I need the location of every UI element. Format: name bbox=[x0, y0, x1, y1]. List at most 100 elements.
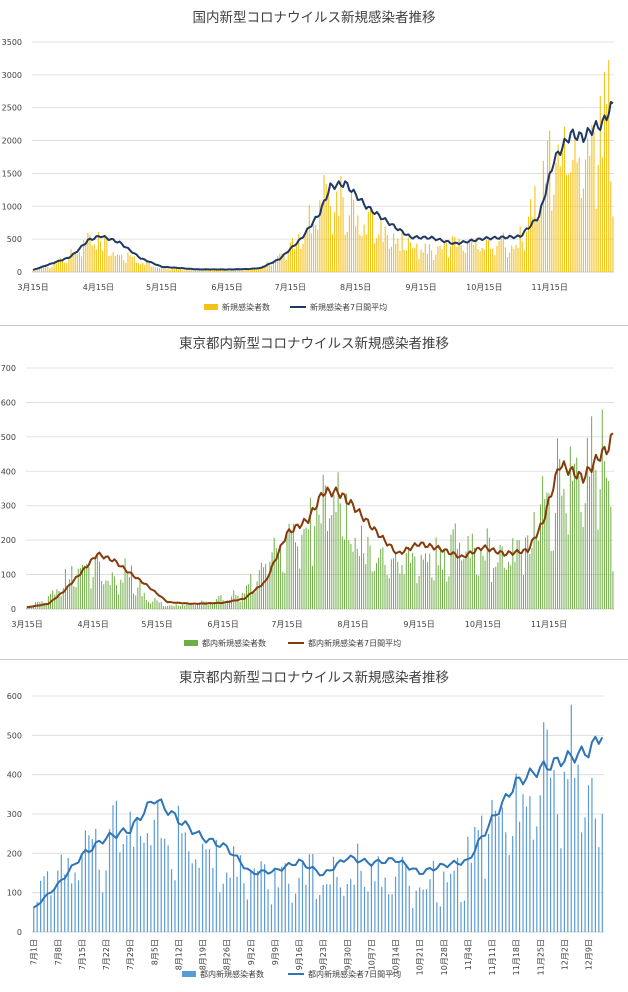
bar bbox=[555, 162, 557, 272]
bar bbox=[361, 236, 363, 272]
bar bbox=[601, 409, 603, 609]
bar bbox=[412, 907, 414, 932]
bar bbox=[239, 601, 241, 609]
bar bbox=[112, 805, 114, 932]
bar bbox=[98, 869, 100, 932]
bar bbox=[538, 219, 540, 272]
bar bbox=[152, 266, 154, 272]
bar bbox=[424, 243, 426, 272]
bar bbox=[71, 883, 73, 932]
bar bbox=[267, 578, 269, 609]
bar bbox=[218, 269, 220, 272]
bar bbox=[45, 264, 47, 272]
bar bbox=[464, 252, 466, 272]
bar bbox=[536, 826, 538, 932]
bar bbox=[308, 205, 310, 272]
bar bbox=[474, 826, 476, 932]
bar bbox=[146, 260, 148, 272]
bar bbox=[593, 131, 595, 272]
x-tick-label: 9月23日 bbox=[319, 939, 328, 970]
bar bbox=[247, 269, 249, 272]
x-tick-label: 4月15日 bbox=[77, 620, 108, 629]
bar bbox=[563, 126, 565, 273]
bar bbox=[49, 268, 51, 272]
bar bbox=[77, 568, 79, 609]
bar bbox=[248, 584, 250, 609]
x-tick-label: 4月15日 bbox=[83, 283, 114, 292]
bar bbox=[232, 269, 234, 272]
bar bbox=[222, 883, 224, 932]
bar bbox=[467, 536, 469, 609]
bar bbox=[393, 558, 394, 609]
bar bbox=[501, 546, 503, 609]
bar bbox=[243, 270, 245, 272]
bar bbox=[422, 889, 424, 932]
bar bbox=[239, 269, 241, 272]
bar bbox=[495, 566, 497, 609]
bar bbox=[139, 580, 141, 609]
legend: 都内新規感染者数 都内新規感染者7日間平均 bbox=[184, 638, 401, 648]
bar bbox=[405, 250, 407, 272]
bar bbox=[205, 601, 207, 609]
bar bbox=[422, 559, 424, 609]
bar bbox=[401, 565, 403, 609]
bar bbox=[158, 602, 160, 609]
bar bbox=[577, 764, 579, 932]
bar bbox=[162, 606, 164, 609]
bar bbox=[133, 846, 135, 932]
bar bbox=[443, 243, 445, 272]
bar bbox=[312, 854, 314, 932]
bar bbox=[222, 599, 224, 609]
tokyo-chart-panel: 東京都内新型コロナウイルス新規感染者推移 0 100 200 300 400 500 600 7… bbox=[0, 327, 628, 659]
bar bbox=[327, 195, 329, 272]
bar bbox=[350, 192, 353, 272]
bar bbox=[308, 854, 310, 932]
bar bbox=[446, 581, 448, 609]
bar bbox=[346, 232, 348, 272]
bar bbox=[184, 270, 186, 272]
bar bbox=[201, 843, 204, 932]
bar bbox=[337, 472, 339, 609]
bar bbox=[563, 771, 565, 932]
bar bbox=[137, 587, 139, 609]
bar bbox=[527, 535, 529, 609]
bar bbox=[375, 562, 377, 609]
bar bbox=[482, 555, 484, 609]
bar bbox=[93, 244, 95, 272]
bar bbox=[256, 581, 258, 609]
bar bbox=[279, 253, 281, 272]
bar bbox=[203, 601, 205, 609]
bar bbox=[307, 529, 309, 609]
bar bbox=[177, 605, 179, 609]
bar bbox=[215, 269, 218, 272]
bar bbox=[593, 460, 595, 609]
bar bbox=[454, 237, 456, 272]
bar bbox=[199, 270, 201, 272]
bar bbox=[236, 876, 238, 932]
bar bbox=[266, 261, 268, 272]
bar bbox=[284, 572, 286, 609]
bar bbox=[329, 884, 331, 932]
bar bbox=[252, 590, 254, 609]
bar bbox=[66, 262, 68, 272]
bar bbox=[26, 606, 28, 609]
bar bbox=[90, 588, 92, 609]
bar bbox=[463, 558, 465, 609]
bar bbox=[226, 600, 228, 609]
bar bbox=[122, 844, 124, 932]
bar bbox=[229, 877, 231, 932]
bar bbox=[71, 566, 73, 609]
bar bbox=[599, 489, 601, 609]
bar bbox=[263, 864, 266, 932]
bar bbox=[159, 268, 161, 272]
bar bbox=[91, 245, 93, 272]
bar bbox=[214, 601, 216, 609]
bar bbox=[73, 586, 75, 609]
bar bbox=[40, 880, 42, 932]
bar bbox=[213, 270, 215, 272]
bar bbox=[141, 596, 143, 609]
bar bbox=[228, 270, 230, 272]
y-tick-label: 1000 bbox=[2, 202, 22, 211]
bar bbox=[493, 567, 495, 609]
bar bbox=[103, 584, 105, 609]
